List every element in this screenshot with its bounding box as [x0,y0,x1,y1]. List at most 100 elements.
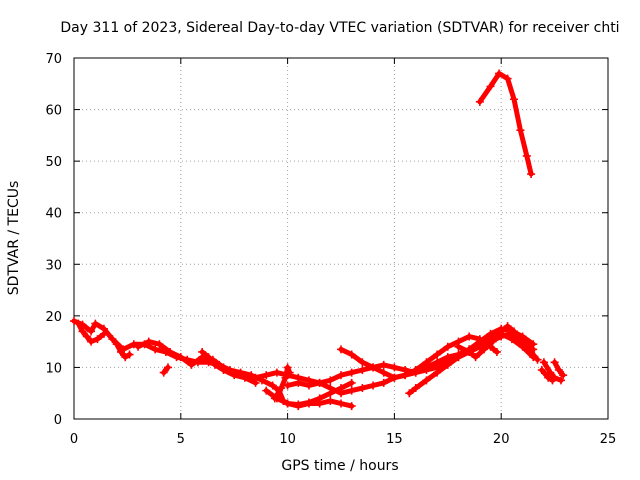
data-point [411,384,420,393]
data-point [539,358,548,367]
data-point [527,170,536,179]
series-arc-13 [454,322,542,364]
data-point [74,319,83,328]
x-tick-labels: 0 5 10 15 20 25 [70,432,616,447]
data-point [454,342,463,351]
y-tick-label: 40 [45,207,62,222]
data-point [411,366,420,375]
data-point [326,396,335,405]
data-point [559,371,568,380]
data-point [433,368,442,377]
y-tick-labels: 0 10 20 30 40 50 60 70 [45,52,62,428]
data-point [433,350,442,359]
data-point [488,337,497,346]
data-point [112,340,121,349]
data-point [379,368,388,377]
data-point [283,363,292,372]
x-tick-label: 5 [177,432,185,447]
data-point [87,327,96,336]
data-point [401,371,410,380]
data-point [294,402,303,411]
data-point [159,368,168,377]
data-point [315,378,324,387]
data-point [121,353,130,362]
plot-frame [73,57,609,420]
data-point [219,366,228,375]
data-point [548,376,557,385]
data-point [390,373,399,382]
data-point [516,126,525,135]
data-point [283,381,292,390]
data-point [390,363,399,372]
data-point [465,347,474,356]
data-point [379,378,388,387]
data-series [70,69,568,411]
data-point [358,384,367,393]
series-arc-14 [475,69,536,179]
data-point [230,371,239,380]
data-point [99,329,108,338]
series-arc-3 [112,340,134,362]
data-point [78,327,87,336]
data-point [315,399,324,408]
data-point [187,360,196,369]
y-tick-label: 60 [45,104,62,119]
y-tick-label: 70 [45,52,62,67]
x-tick-label: 15 [386,432,403,447]
data-point [151,345,160,354]
data-point [510,327,519,336]
data-point [337,399,345,408]
data-point [82,332,91,341]
data-point [304,381,313,390]
x-tick-label: 0 [70,432,78,447]
data-point [210,360,219,369]
data-point [93,335,102,344]
data-point [283,399,292,408]
data-point [347,368,356,377]
data-point [529,340,538,349]
data-point [198,347,207,356]
x-axis-label: GPS time / hours [281,458,398,474]
data-point [163,363,172,372]
data-point [422,366,431,375]
x-tick-label: 10 [279,432,296,447]
data-point [369,363,378,372]
data-point [471,353,480,362]
data-point [277,384,286,393]
data-point [533,355,542,364]
data-point [465,332,474,341]
data-point [176,353,185,362]
data-point [544,373,553,382]
y-tick-label: 0 [54,413,62,428]
data-point [475,335,484,344]
data-point [537,366,546,375]
y-axis-label: SDTVAR / TECUs [6,181,22,296]
y-tick-label: 20 [45,310,62,325]
data-point [326,384,335,393]
data-point [268,381,277,390]
series-trace [541,359,564,383]
data-point [108,335,117,344]
data-point [527,347,536,356]
data-point [134,342,143,351]
data-point [518,337,527,346]
data-point [326,376,335,385]
data-point [337,345,345,354]
data-point [125,350,134,359]
data-point [486,82,495,91]
data-point [240,373,249,382]
y-tick-label: 30 [45,258,62,273]
data-point [347,350,356,359]
data-point [443,360,452,369]
data-point [422,358,431,367]
series-trace [114,341,132,360]
data-point [262,386,271,395]
series-arc-2 [74,319,108,346]
data-point [270,394,279,403]
data-point [492,347,501,356]
data-point [405,389,414,398]
data-point [503,74,512,83]
data-point [422,376,431,385]
data-point [91,319,100,328]
